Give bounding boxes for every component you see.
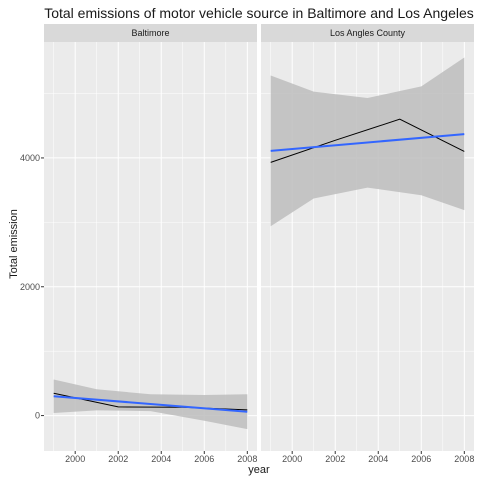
x-tick-label: 2004 bbox=[151, 454, 171, 464]
x-tick-label: 2006 bbox=[194, 454, 214, 464]
y-axis-title: Total emission bbox=[8, 209, 20, 279]
x-tick-label: 2006 bbox=[411, 454, 431, 464]
x-axis-title: year bbox=[248, 464, 270, 476]
trend-line bbox=[270, 133, 465, 152]
y-tick-label: 0 bbox=[35, 411, 40, 421]
x-tick-label: 2000 bbox=[282, 454, 302, 464]
facet-strip-label: Los Angles County bbox=[330, 28, 406, 38]
y-tick-label: 4000 bbox=[20, 153, 40, 163]
facet-strip bbox=[261, 24, 474, 42]
trend-line bbox=[53, 395, 248, 413]
panel-background bbox=[44, 42, 257, 451]
x-tick-label: 2004 bbox=[368, 454, 388, 464]
x-tick-label: 2000 bbox=[65, 454, 85, 464]
x-tick-label: 2002 bbox=[108, 454, 128, 464]
x-tick-label: 2008 bbox=[454, 454, 474, 464]
emission-series-line bbox=[270, 118, 465, 163]
x-tick-label: 2008 bbox=[237, 454, 257, 464]
x-tick-label: 2002 bbox=[325, 454, 345, 464]
chart-title: Total emissions of motor vehicle source … bbox=[44, 5, 474, 21]
facet-strip-label: Baltimore bbox=[131, 28, 169, 38]
y-tick-label: 2000 bbox=[20, 282, 40, 292]
facet-strip bbox=[44, 24, 257, 42]
